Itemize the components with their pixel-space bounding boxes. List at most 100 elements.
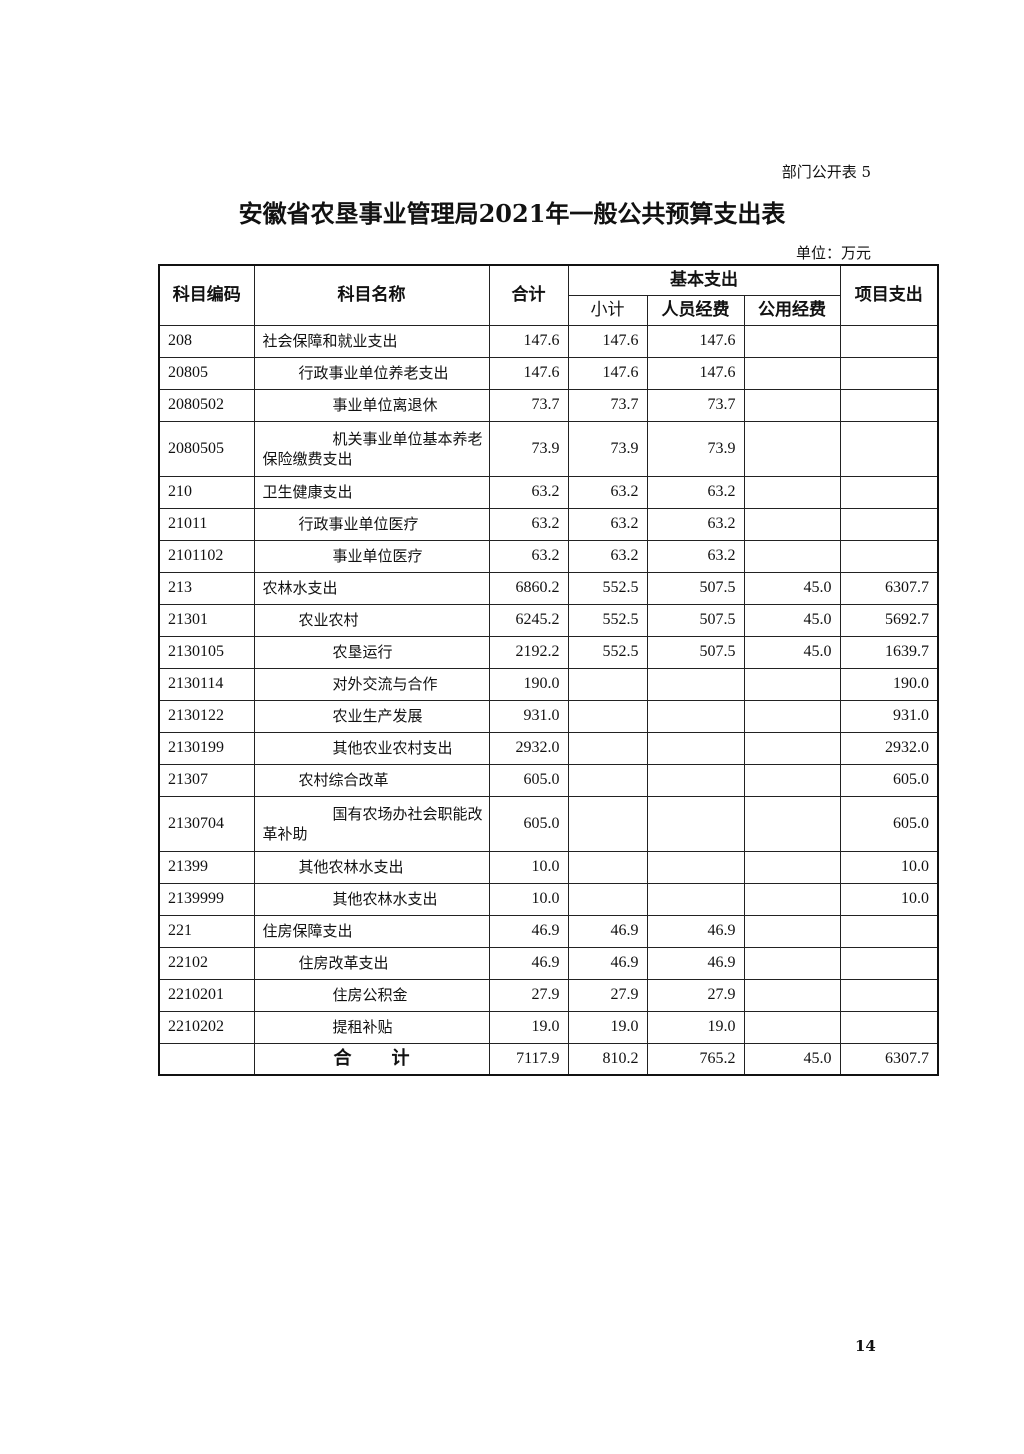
cell-public xyxy=(743,978,841,1012)
cell-total: 147.6 xyxy=(488,324,569,358)
cell-project xyxy=(839,1010,939,1044)
col-header-subtotal: 小计 xyxy=(567,294,648,326)
table-row: 2210202 提租补贴 19.0 19.0 19.0 xyxy=(158,1010,939,1044)
cell-subtotal xyxy=(567,882,648,916)
cell-total: 6245.2 xyxy=(488,603,569,637)
cell-project xyxy=(839,914,939,948)
cell-personnel: 63.2 xyxy=(646,475,745,509)
cell-personnel: 147.6 xyxy=(646,356,745,390)
cell-personnel: 73.9 xyxy=(646,420,745,477)
cell-project: 10.0 xyxy=(839,850,939,884)
cell-code: 2101102 xyxy=(158,539,255,573)
cell-subtotal: 63.2 xyxy=(567,507,648,541)
cell-name: 国有农场办社会职能改革补助 xyxy=(253,795,490,852)
cell-personnel: 73.7 xyxy=(646,388,745,422)
cell-total: 147.6 xyxy=(488,356,569,390)
cell-subtotal: 147.6 xyxy=(567,324,648,358)
cell-total: 46.9 xyxy=(488,946,569,980)
cell-subtotal: 552.5 xyxy=(567,603,648,637)
cell-subtotal xyxy=(567,795,648,852)
table-row: 2130199 其他农业农村支出 2932.0 2932.0 xyxy=(158,731,939,765)
cell-total: 73.9 xyxy=(488,420,569,477)
table-row: 2130114 对外交流与合作 190.0 190.0 xyxy=(158,667,939,701)
cell-total: 19.0 xyxy=(488,1010,569,1044)
cell-code: 208 xyxy=(158,324,255,358)
cell-subtotal: 552.5 xyxy=(567,635,648,669)
cell-subtotal xyxy=(567,763,648,797)
cell-project: 605.0 xyxy=(839,795,939,852)
cell-total: 605.0 xyxy=(488,795,569,852)
cell-personnel: 507.5 xyxy=(646,635,745,669)
cell-subtotal: 46.9 xyxy=(567,946,648,980)
total-row: 合计 7117.9 810.2 765.2 45.0 6307.7 xyxy=(158,1042,939,1076)
table-row: 213 农林水支出 6860.2 552.5 507.5 45.0 6307.7 xyxy=(158,571,939,605)
cell-public xyxy=(743,731,841,765)
cell-project xyxy=(839,946,939,980)
cell-personnel xyxy=(646,699,745,733)
cell-public xyxy=(743,763,841,797)
cell-name: 事业单位医疗 xyxy=(253,539,490,573)
cell-name: 农业农村 xyxy=(253,603,490,637)
cell-code: 21011 xyxy=(158,507,255,541)
cell-project xyxy=(839,539,939,573)
cell-public: 45.0 xyxy=(743,635,841,669)
cell-personnel xyxy=(646,882,745,916)
cell-public xyxy=(743,539,841,573)
cell-name: 提租补贴 xyxy=(253,1010,490,1044)
cell-name: 社会保障和就业支出 xyxy=(253,324,490,358)
total-project: 6307.7 xyxy=(839,1042,939,1076)
cell-project: 10.0 xyxy=(839,882,939,916)
cell-public xyxy=(743,324,841,358)
cell-subtotal: 46.9 xyxy=(567,914,648,948)
cell-total: 931.0 xyxy=(488,699,569,733)
cell-name: 农垦运行 xyxy=(253,635,490,669)
table-row: 2130122 农业生产发展 931.0 931.0 xyxy=(158,699,939,733)
cell-project xyxy=(839,356,939,390)
cell-total: 2192.2 xyxy=(488,635,569,669)
col-header-public: 公用经费 xyxy=(743,294,841,326)
cell-code: 2080502 xyxy=(158,388,255,422)
cell-personnel: 63.2 xyxy=(646,507,745,541)
cell-total: 63.2 xyxy=(488,539,569,573)
col-header-total: 合计 xyxy=(488,264,569,326)
cell-code: 221 xyxy=(158,914,255,948)
cell-code: 2130105 xyxy=(158,635,255,669)
cell-project: 5692.7 xyxy=(839,603,939,637)
cell-code: 2139999 xyxy=(158,882,255,916)
col-header-name: 科目名称 xyxy=(253,264,490,326)
cell-project xyxy=(839,420,939,477)
total-public: 45.0 xyxy=(743,1042,841,1076)
cell-project: 2932.0 xyxy=(839,731,939,765)
cell-name: 卫生健康支出 xyxy=(253,475,490,509)
cell-total: 63.2 xyxy=(488,507,569,541)
table-row: 2130704 国有农场办社会职能改革补助 605.0 605.0 xyxy=(158,795,939,852)
cell-personnel xyxy=(646,763,745,797)
cell-total: 605.0 xyxy=(488,763,569,797)
cell-code: 2210202 xyxy=(158,1010,255,1044)
cell-name: 其他农林水支出 xyxy=(253,850,490,884)
cell-public xyxy=(743,850,841,884)
cell-project: 605.0 xyxy=(839,763,939,797)
col-header-code: 科目编码 xyxy=(158,264,255,326)
table-row: 221 住房保障支出 46.9 46.9 46.9 xyxy=(158,914,939,948)
cell-name: 住房保障支出 xyxy=(253,914,490,948)
page-title: 安徽省农垦事业管理局2021年一般公共预算支出表 xyxy=(238,199,786,228)
cell-public xyxy=(743,667,841,701)
cell-total: 2932.0 xyxy=(488,731,569,765)
cell-project: 190.0 xyxy=(839,667,939,701)
cell-personnel xyxy=(646,795,745,852)
cell-personnel: 507.5 xyxy=(646,603,745,637)
table-row: 208 社会保障和就业支出 147.6 147.6 147.6 xyxy=(158,324,939,358)
cell-code: 2130199 xyxy=(158,731,255,765)
table-row: 2080502 事业单位离退休 73.7 73.7 73.7 xyxy=(158,388,939,422)
cell-subtotal xyxy=(567,667,648,701)
cell-personnel: 46.9 xyxy=(646,914,745,948)
cell-total: 46.9 xyxy=(488,914,569,948)
table-row: 2080505 机关事业单位基本养老保险缴费支出 73.9 73.9 73.9 xyxy=(158,420,939,477)
cell-total: 73.7 xyxy=(488,388,569,422)
cell-public xyxy=(743,356,841,390)
cell-code: 210 xyxy=(158,475,255,509)
cell-subtotal: 147.6 xyxy=(567,356,648,390)
cell-subtotal: 27.9 xyxy=(567,978,648,1012)
cell-name: 行政事业单位医疗 xyxy=(253,507,490,541)
